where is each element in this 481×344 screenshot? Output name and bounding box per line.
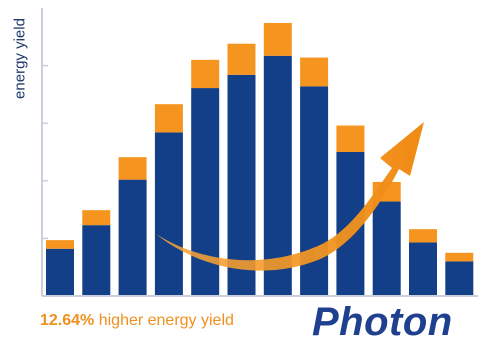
bar-gain-3 [118,157,147,180]
bar-base-12 [445,261,474,296]
bar-gain-12 [445,252,474,262]
bars-group [46,22,474,297]
bar-gain-8 [300,57,329,87]
bar-gain-9 [336,125,365,152]
axes-group [41,8,478,297]
bar-base-2 [82,225,111,296]
caption-text: higher energy yield [94,312,234,329]
bar-base-4 [154,132,183,296]
bar-base-11 [409,242,437,296]
bar-gain-5 [191,59,220,89]
y-axis-label: energy yield [11,18,29,99]
caption-percent: 12.64% [40,312,95,329]
photon-logo: Photon [312,300,453,344]
bar-base-5 [191,88,220,297]
bar-base-1 [46,248,74,296]
bar-gain-4 [154,104,183,133]
bar-gain-6 [227,43,256,75]
higher-yield-caption: 12.64% higher energy yield [40,312,234,330]
bar-base-3 [118,179,147,296]
bar-gain-1 [46,240,74,249]
bar-base-6 [227,74,256,296]
bar-gain-2 [82,210,111,226]
bar-gain-11 [409,229,437,243]
bar-base-10 [372,201,401,296]
bar-gain-7 [263,22,292,56]
